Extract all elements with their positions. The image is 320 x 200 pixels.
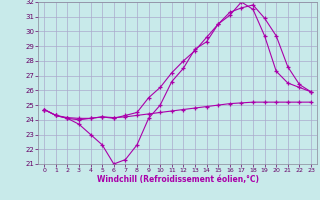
X-axis label: Windchill (Refroidissement éolien,°C): Windchill (Refroidissement éolien,°C) <box>97 175 259 184</box>
